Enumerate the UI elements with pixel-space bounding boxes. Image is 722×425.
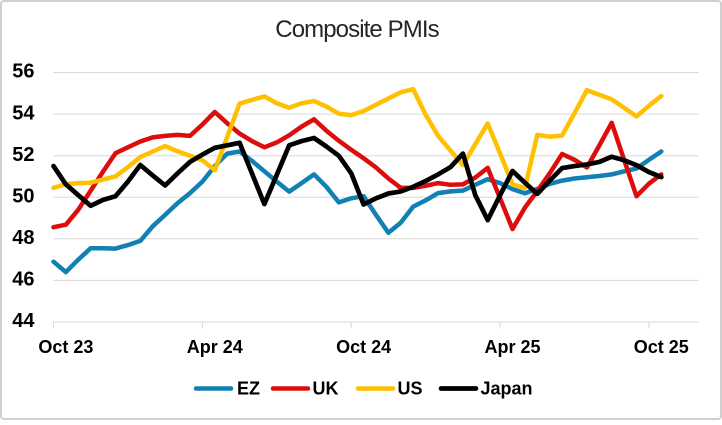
svg-text:Apr 24: Apr 24 (187, 337, 243, 357)
svg-text:UK: UK (313, 379, 339, 399)
svg-text:Japan: Japan (481, 379, 533, 399)
svg-text:50: 50 (12, 185, 34, 207)
svg-text:US: US (398, 379, 423, 399)
svg-text:56: 56 (12, 61, 34, 83)
svg-text:Oct 25: Oct 25 (634, 337, 689, 357)
svg-text:Apr 25: Apr 25 (484, 337, 540, 357)
svg-text:52: 52 (12, 144, 34, 166)
svg-text:54: 54 (12, 102, 35, 124)
svg-text:Oct 23: Oct 23 (38, 337, 93, 357)
svg-text:44: 44 (12, 310, 35, 332)
svg-text:48: 48 (12, 227, 34, 249)
svg-text:46: 46 (12, 269, 34, 291)
svg-text:Oct 24: Oct 24 (336, 337, 391, 357)
svg-text:EZ: EZ (237, 379, 260, 399)
svg-text:Composite PMIs: Composite PMIs (275, 16, 439, 43)
